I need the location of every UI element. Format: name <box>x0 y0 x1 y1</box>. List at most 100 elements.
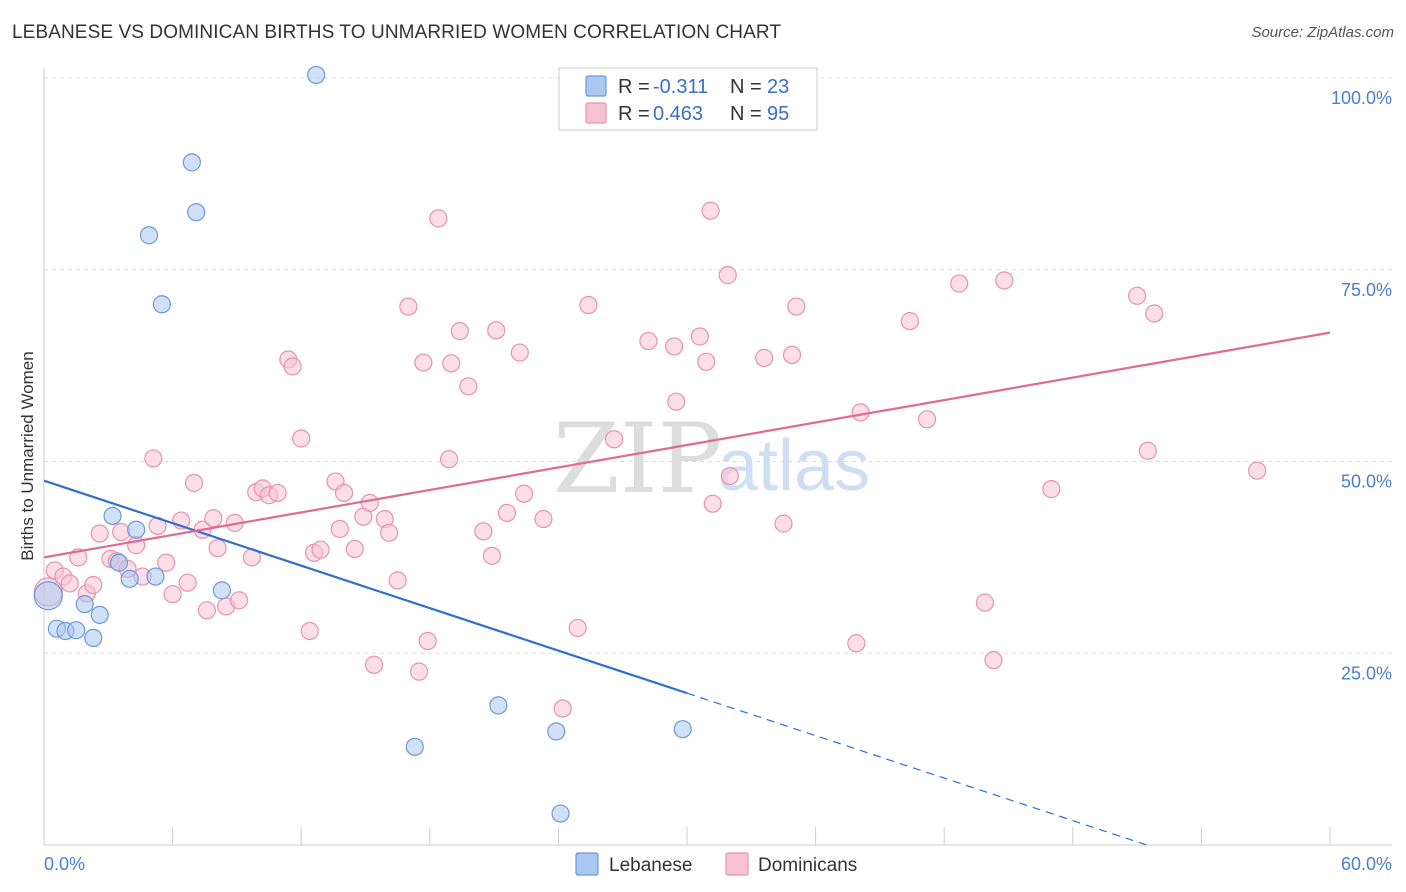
legend-n-label-dominican: N = <box>730 103 762 125</box>
dominican-point-72 <box>690 327 709 346</box>
lebanese-trend-extension <box>686 692 1147 846</box>
dominican-point-76 <box>718 266 737 285</box>
lebanese-trend-line <box>43 479 688 695</box>
dominican-point-62 <box>510 343 529 362</box>
legend-r-label-lebanese: R = <box>618 76 650 98</box>
dominican-point-10 <box>112 522 131 542</box>
dominican-point-56 <box>450 322 469 341</box>
legend-r-value-lebanese: -0.311 <box>653 76 708 98</box>
dominican-point-51 <box>414 353 433 372</box>
lebanese-point-7 <box>103 506 122 526</box>
dominican-point-16 <box>157 553 176 572</box>
dominican-point-17 <box>163 585 182 604</box>
watermark-zip: ZIP <box>553 403 722 515</box>
dominican-point-69 <box>639 331 658 351</box>
legend-n-value-dominican: 95 <box>767 103 789 125</box>
dominican-point-87 <box>975 593 995 612</box>
dominican-point-82 <box>847 634 866 653</box>
dominican-point-55 <box>442 354 461 373</box>
dominican-point-34 <box>283 357 302 376</box>
dominican-point-49 <box>399 297 418 316</box>
dominican-point-67 <box>579 295 598 315</box>
dominican-point-88 <box>984 651 1003 670</box>
dominican-point-64 <box>534 509 553 529</box>
dominican-point-60 <box>487 321 506 340</box>
lebanese-point-13 <box>152 295 171 314</box>
dominican-point-77 <box>720 466 739 486</box>
lebanese-point-10 <box>127 520 146 539</box>
dominican-point-48 <box>388 571 407 590</box>
dominican-point-23 <box>204 509 223 528</box>
y-tick-labels: 25.0% 50.0% 75.0% 100.0% <box>1331 88 1392 683</box>
legend-n-value-lebanese: 23 <box>767 76 789 98</box>
lebanese-point-11 <box>146 567 165 586</box>
dominican-point-93 <box>1145 304 1164 323</box>
dominican-point-91 <box>1127 286 1147 305</box>
dominican-point-90 <box>1042 480 1061 499</box>
y-tick-label-50: 50.0% <box>1341 472 1392 492</box>
x-tick-label-min: 0.0% <box>44 854 85 874</box>
dominican-point-61 <box>497 503 517 522</box>
lebanese-points <box>33 65 692 823</box>
dominican-point-78 <box>755 348 774 368</box>
dominican-point-54 <box>439 450 459 469</box>
dominican-point-22 <box>197 601 216 620</box>
source-credit: Source: ZipAtlas.com <box>1251 24 1394 41</box>
y-tick-label-25: 25.0% <box>1341 663 1392 683</box>
lebanese-point-17 <box>307 65 326 85</box>
lebanese-point-21 <box>551 804 570 823</box>
lebanese-point-3 <box>67 621 86 640</box>
dominican-point-6 <box>84 575 103 595</box>
dominican-point-84 <box>900 312 920 331</box>
dominican-point-89 <box>995 271 1014 290</box>
x-tick-label-max: 60.0% <box>1341 854 1392 874</box>
dominican-point-66 <box>568 618 587 638</box>
dominican-point-52 <box>418 631 437 651</box>
dominican-point-41 <box>334 483 354 503</box>
dominican-point-35 <box>292 429 311 448</box>
axes <box>43 68 1392 846</box>
lebanese-point-6 <box>90 605 109 625</box>
x-tick-labels: 0.0% 60.0% <box>44 854 1392 874</box>
grid-lines <box>44 77 1392 654</box>
lebanese-point-8 <box>109 553 129 572</box>
legend-swatch-dominican <box>585 102 607 124</box>
dominican-point-24 <box>208 539 227 558</box>
legend-r-value-dominican: 0.463 <box>653 103 703 125</box>
dominican-point-94 <box>1248 461 1267 480</box>
dominican-point-38 <box>311 540 330 559</box>
dominican-point-79 <box>774 514 793 533</box>
dominican-points <box>33 201 1267 718</box>
series-legend: Lebanese Dominicans <box>575 852 857 876</box>
dominican-point-81 <box>787 297 806 316</box>
lebanese-point-9 <box>120 569 139 588</box>
lebanese-point-5 <box>84 628 103 648</box>
dominican-point-74 <box>701 201 720 220</box>
dominican-point-45 <box>364 655 384 674</box>
dominican-point-59 <box>482 546 502 565</box>
dominican-point-58 <box>474 522 493 541</box>
dominican-point-57 <box>459 377 478 396</box>
dominican-point-3 <box>60 574 79 593</box>
dominican-point-14 <box>144 449 163 468</box>
dominican-point-44 <box>360 493 379 513</box>
watermark: ZIP atlas <box>553 403 870 515</box>
lebanese-point-19 <box>489 696 508 715</box>
y-tick-label-100: 100.0% <box>1331 88 1392 108</box>
legend-r-label-dominican: R = <box>618 103 650 125</box>
lebanese-point-20 <box>547 722 566 741</box>
dominican-point-83 <box>851 403 870 422</box>
dominican-point-20 <box>184 473 204 493</box>
lebanese-point-22 <box>673 720 692 739</box>
dominican-point-75 <box>703 494 722 513</box>
dominican-point-70 <box>665 337 684 356</box>
lebanese-point-12 <box>139 226 159 245</box>
dominican-point-40 <box>330 519 349 539</box>
dominican-point-65 <box>553 699 572 718</box>
legend-bottom-swatch-lebanese <box>575 852 599 876</box>
lebanese-point-15 <box>187 203 206 222</box>
dominican-point-7 <box>90 524 109 543</box>
chart-title: LEBANESE VS DOMINICAN BIRTHS TO UNMARRIE… <box>12 22 782 43</box>
legend-bottom-label-lebanese: Lebanese <box>609 855 692 876</box>
dominican-point-27 <box>229 591 249 610</box>
